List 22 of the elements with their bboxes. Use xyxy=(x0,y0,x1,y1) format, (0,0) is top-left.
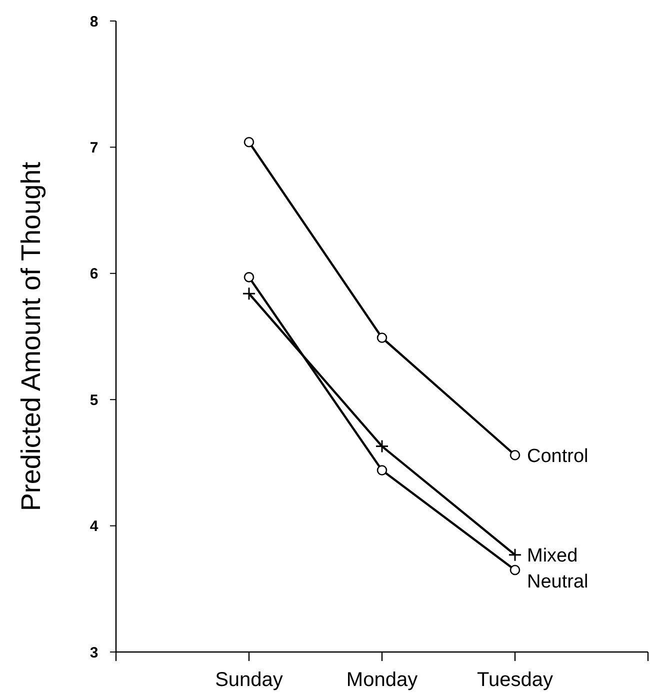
point xyxy=(510,450,520,460)
y-axis-title: Predicted Amount of Thought xyxy=(16,161,46,512)
point xyxy=(244,137,254,148)
x-tick-label: Tuesday xyxy=(477,669,553,691)
y-tick-label: 7 xyxy=(90,139,98,156)
point xyxy=(244,272,254,282)
series-label: Neutral xyxy=(527,571,588,592)
point xyxy=(375,440,389,454)
point xyxy=(242,286,256,300)
y-tick-label: 6 xyxy=(90,266,98,283)
y-tick-label: 8 xyxy=(90,13,98,30)
series-label: Mixed xyxy=(527,545,578,566)
series-label: Control xyxy=(527,446,588,467)
point xyxy=(376,332,388,343)
point xyxy=(510,564,520,576)
x-tick-label: Monday xyxy=(346,669,418,691)
point xyxy=(376,465,388,476)
x-tick-label: Sunday xyxy=(215,669,283,691)
y-tick-label: 4 xyxy=(90,518,99,536)
y-tick-label: 3 xyxy=(90,644,98,662)
y-tick-label: 5 xyxy=(90,392,98,409)
point xyxy=(508,548,522,562)
